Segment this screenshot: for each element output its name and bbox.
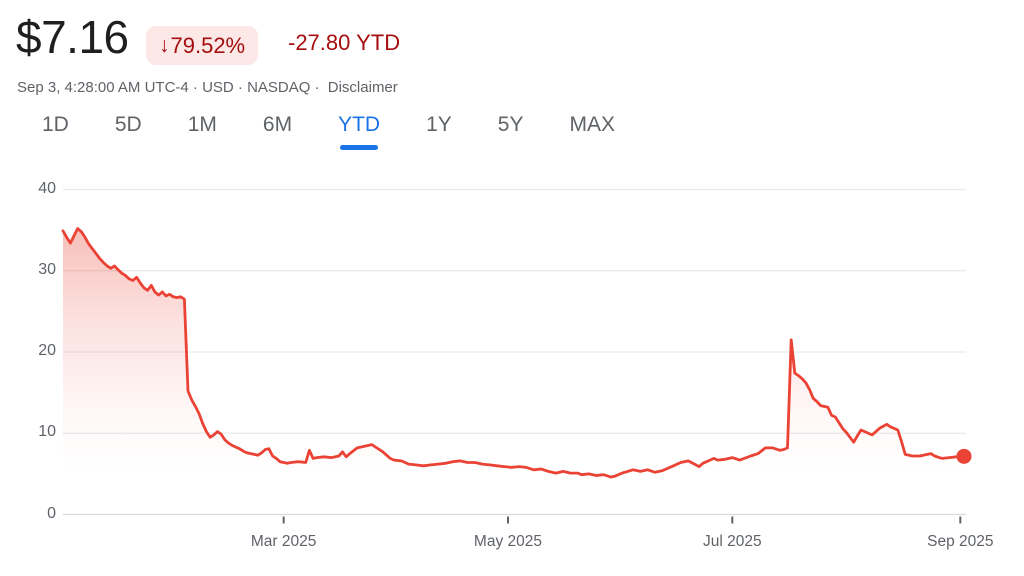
price-value: $7.16: [16, 11, 129, 63]
x-axis-label-sep: Sep 2025: [927, 533, 994, 550]
tab-5d[interactable]: 5D: [114, 113, 142, 136]
tab-1m[interactable]: 1M: [187, 113, 217, 136]
tab-6m[interactable]: 6M: [262, 113, 293, 136]
area-fill: [63, 228, 964, 515]
tab-max[interactable]: MAX: [569, 113, 615, 136]
tab-ytd[interactable]: YTD: [338, 113, 380, 150]
down-arrow-icon: ↓: [159, 34, 170, 57]
change-badge: ↓ 79.52%: [146, 26, 259, 65]
y-axis-label-20: 20: [38, 342, 56, 359]
y-axis-label-0: 0: [47, 504, 56, 522]
range-tabs: 1D 5D 1M 6M YTD 1Y 5Y MAX: [42, 113, 615, 150]
quote-meta: Sep 3, 4:28:00 AM UTC-4 · USD · NASDAQ ·…: [17, 79, 398, 96]
disclaimer-link[interactable]: Disclaimer: [327, 79, 398, 96]
tab-1y[interactable]: 1Y: [426, 113, 452, 136]
ytd-change: -27.80 YTD: [288, 30, 401, 55]
price-line: [61, 227, 966, 479]
tab-1d[interactable]: 1D: [42, 113, 69, 136]
y-axis-label-30: 30: [38, 260, 56, 278]
tab-5y[interactable]: 5Y: [497, 113, 524, 136]
y-axis-label-40: 40: [38, 179, 56, 197]
y-axis-label-10: 10: [38, 423, 56, 441]
x-axis-label-jul: Jul 2025: [703, 533, 762, 550]
last-price-dot: [956, 448, 972, 464]
change-percent: 79.52%: [170, 32, 246, 58]
x-axis-label-mar: Mar 2025: [250, 533, 317, 550]
quote-meta-text: Sep 3, 4:28:00 AM UTC-4 · USD · NASDAQ ·: [17, 79, 320, 96]
x-axis-label-may: May 2025: [473, 533, 543, 550]
